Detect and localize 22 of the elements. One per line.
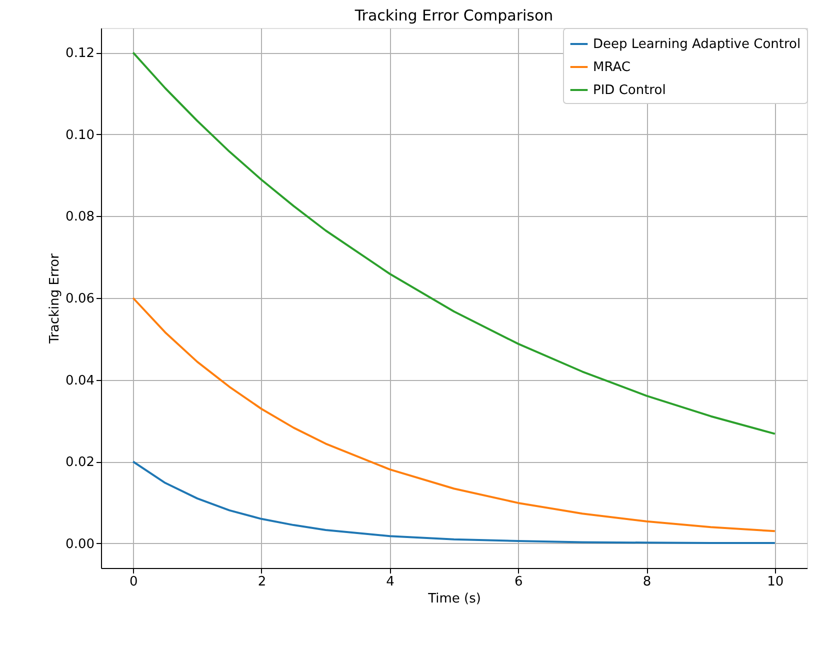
legend-label: Deep Learning Adaptive Control <box>593 37 801 52</box>
legend-label: MRAC <box>593 60 630 75</box>
x-tick-label: 2 <box>258 574 266 590</box>
y-tick-label: 0.10 <box>66 128 94 143</box>
y-tick-label: 0.06 <box>66 292 94 306</box>
line-series <box>132 460 776 544</box>
line-series <box>132 52 776 435</box>
x-axis-title: Time (s) <box>427 592 481 606</box>
y-tick-label: 0.02 <box>66 455 94 470</box>
y-tick-label: 0.04 <box>66 373 94 388</box>
chart-title: Tracking Error Comparison <box>354 6 554 24</box>
line-series <box>132 297 776 532</box>
x-tick-label: 0 <box>129 574 138 590</box>
y-tick-label: 0.12 <box>66 46 94 62</box>
legend-label: PID Control <box>593 83 666 98</box>
x-tick-label: 8 <box>642 574 652 590</box>
y-tick-label: 0.00 <box>66 536 94 552</box>
y-axis-title: Tracking Error <box>48 252 63 344</box>
x-tick-label: 6 <box>514 574 523 590</box>
y-tick-label: 0.08 <box>66 210 94 225</box>
x-tick-label: 10 <box>767 574 784 590</box>
x-tick-label: 4 <box>386 574 394 590</box>
